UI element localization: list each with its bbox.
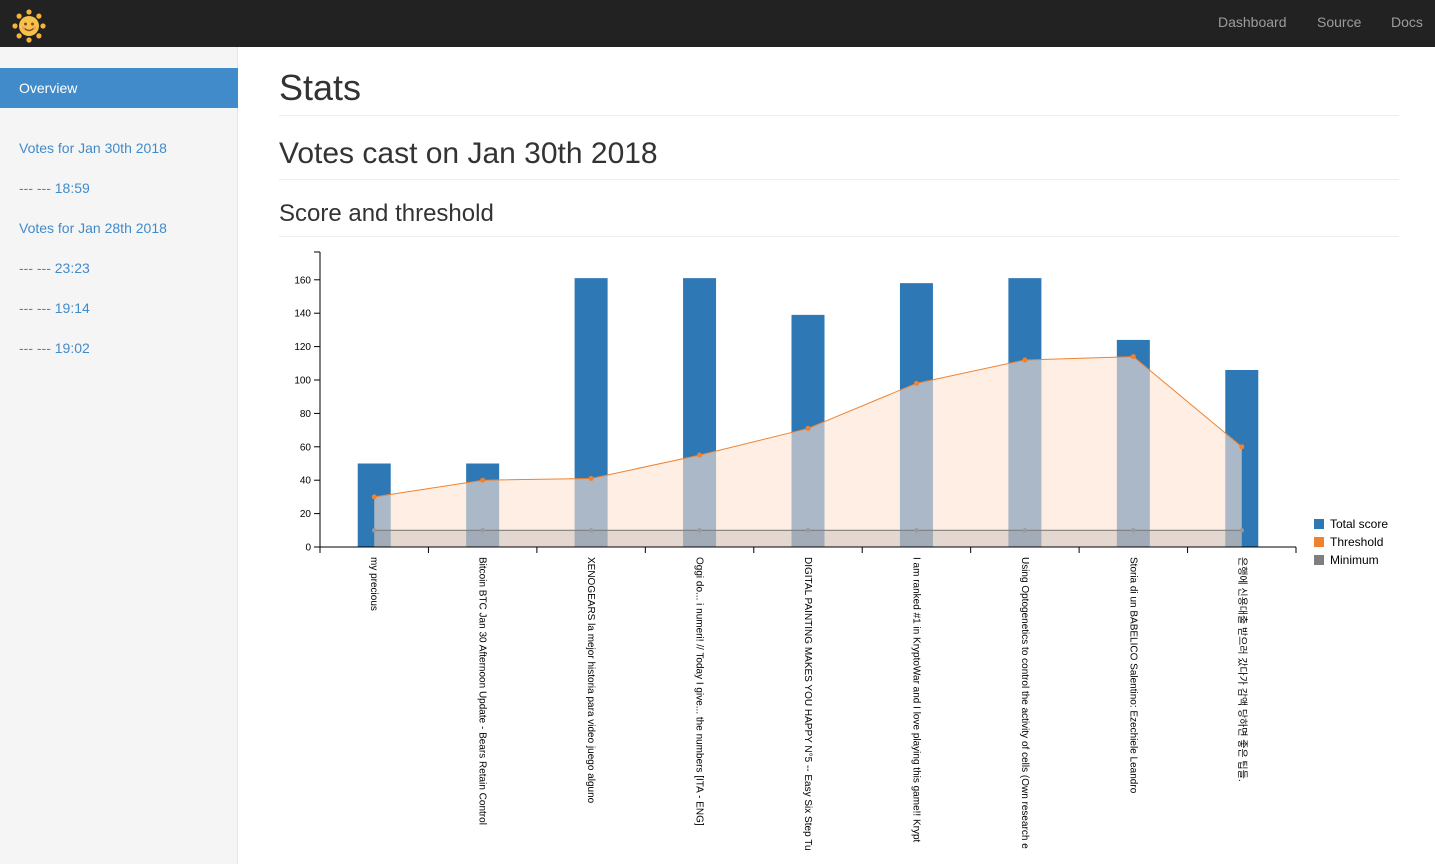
threshold-area <box>374 356 1242 547</box>
minimum-point <box>805 528 811 533</box>
x-category-label: 은행에 신용대출 받으러 갔다가 감액 당하면 좋은 팁들. <box>1236 557 1249 782</box>
x-category-label: Bitcoin BTC Jan 30 Afternoon Update - Be… <box>477 557 488 825</box>
x-category-label: DIGITAL PAINTING MAKES YOU HAPPY N°5 -- … <box>802 557 813 851</box>
sidebar-item-overview[interactable]: Overview <box>0 68 238 108</box>
minimum-point <box>480 528 485 533</box>
minimum-point <box>372 528 377 533</box>
y-tick-label: 40 <box>300 476 312 487</box>
threshold-point <box>1022 357 1028 363</box>
minimum-point <box>697 528 702 533</box>
sidebar: Overview Votes for Jan 30th 2018 --- ---… <box>0 47 238 864</box>
page-title: Stats <box>279 67 362 108</box>
minimum-point <box>1022 528 1028 533</box>
minimum-point <box>588 528 594 533</box>
sidebar-item-time-1914[interactable]: --- --- 19:14 <box>19 300 90 316</box>
x-category-label: I am ranked #1 in KryptoWar and I love p… <box>910 557 921 843</box>
page-subtitle: Votes cast on Jan 30th 2018 <box>279 137 658 170</box>
top-navbar: Dashboard Source Docs <box>0 0 1435 47</box>
sidebar-item-votes-jan-28[interactable]: Votes for Jan 28th 2018 <box>19 220 167 236</box>
subtitle-divider <box>279 179 1399 180</box>
threshold-point <box>1239 444 1245 450</box>
app-logo-icon[interactable] <box>12 9 46 43</box>
x-category-label: Storia di un BABELICO Salentino: Ezechie… <box>1127 557 1138 794</box>
legend-label: Threshold <box>1330 535 1383 549</box>
threshold-point <box>480 477 486 483</box>
threshold-point <box>588 476 594 482</box>
minimum-point <box>1131 528 1136 533</box>
minimum-point <box>914 528 919 533</box>
legend-swatch <box>1314 555 1324 565</box>
legend-swatch <box>1314 519 1324 529</box>
sidebar-item-time-1859[interactable]: --- --- 18:59 <box>19 180 90 196</box>
y-tick-label: 140 <box>294 309 311 320</box>
threshold-point <box>913 380 919 386</box>
nav-dashboard-link[interactable]: Dashboard <box>1218 14 1287 30</box>
y-tick-label: 60 <box>300 442 312 453</box>
threshold-point <box>697 452 703 458</box>
threshold-point <box>371 494 377 500</box>
legend-label: Total score <box>1330 517 1388 531</box>
y-tick-label: 100 <box>294 376 311 387</box>
legend-label: Minimum <box>1330 553 1379 567</box>
sidebar-item-votes-jan-30[interactable]: Votes for Jan 30th 2018 <box>19 140 167 156</box>
x-category-label: Using Optogenetics to control the activi… <box>1019 557 1030 849</box>
section-title: Score and threshold <box>279 200 494 227</box>
sidebar-item-time-1902[interactable]: --- --- 19:02 <box>19 340 90 356</box>
legend-swatch <box>1314 537 1324 547</box>
y-tick-label: 120 <box>294 342 311 353</box>
nav-source-link[interactable]: Source <box>1317 14 1362 30</box>
minimum-area <box>374 530 1242 547</box>
x-category-label: my precious <box>368 557 379 611</box>
nav-docs-link[interactable]: Docs <box>1391 14 1423 30</box>
x-category-label: Oggi do... i numeri! // Today I give... … <box>694 557 705 826</box>
x-category-label: XENOGEARS la mejor historia para video j… <box>585 557 596 804</box>
threshold-point <box>805 425 811 431</box>
y-tick-label: 80 <box>300 409 312 420</box>
minimum-point <box>1239 528 1244 533</box>
y-tick-label: 20 <box>300 509 312 520</box>
title-divider <box>279 115 1399 116</box>
section-divider <box>279 236 1399 237</box>
threshold-point <box>1130 354 1136 360</box>
sidebar-item-time-2323[interactable]: --- --- 23:23 <box>19 260 90 276</box>
y-tick-label: 160 <box>294 275 311 286</box>
y-tick-label: 0 <box>305 543 311 554</box>
